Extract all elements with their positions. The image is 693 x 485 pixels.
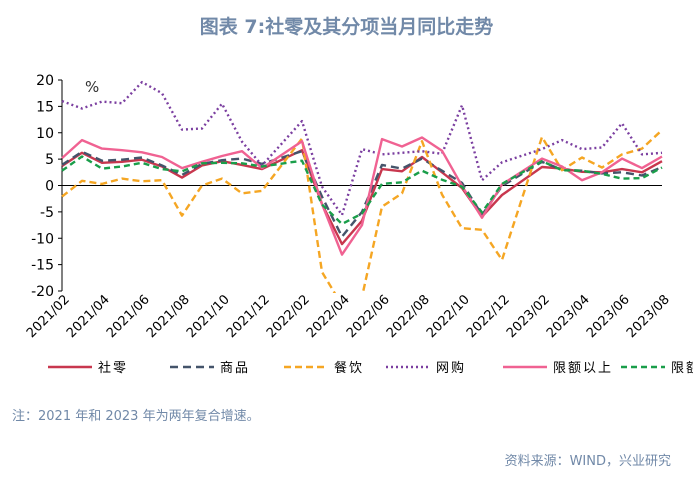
legend-label: 餐饮 [334, 360, 364, 376]
x-tick-label: 2022/12 [464, 292, 513, 341]
y-tick-label: 10 [36, 126, 54, 142]
legend-label: 限额以下 [671, 361, 693, 376]
unit-label: % [85, 78, 99, 96]
x-tick-label: 2021/04 [64, 292, 113, 341]
y-tick-label: -5 [40, 205, 54, 221]
series-lines [61, 80, 663, 293]
legend-label: 网购 [436, 360, 466, 376]
legend-label: 社零 [98, 360, 128, 376]
series-line-餐饮 [61, 129, 663, 293]
x-tick-label: 2022/06 [344, 292, 393, 341]
x-tick-label: 2021/10 [184, 292, 233, 341]
x-tick-label: 2021/06 [104, 292, 153, 341]
series-line-限额以下 [61, 155, 663, 226]
chart-note: 注：2021 年和 2023 年为两年复合增速。 [12, 409, 260, 424]
x-tick-label: 2022/04 [304, 292, 353, 341]
x-tick-label: 2022/08 [384, 292, 433, 341]
legend-label: 商品 [220, 361, 250, 376]
x-tick-label: 2021/12 [224, 292, 273, 341]
y-tick-label: 15 [36, 99, 54, 115]
y-tick-label: 20 [36, 73, 54, 89]
y-tick-label: 0 [45, 179, 54, 195]
y-tick-label: -15 [31, 258, 54, 274]
chart-title: 图表 7:社零及其分项当月同比走势 [199, 16, 494, 38]
y-tick-label: -10 [31, 231, 54, 247]
series-line-网购 [61, 80, 663, 217]
x-tick-label: 2023/06 [584, 292, 633, 341]
x-tick-label: 2023/04 [544, 292, 593, 341]
data-source: 资料来源：WIND，兴业研究 [504, 454, 671, 469]
x-tick-label: 2022/02 [264, 292, 313, 341]
series-line-限额以上 [61, 136, 663, 256]
x-tick-label: 2023/08 [624, 292, 673, 341]
y-tick-label: -20 [31, 284, 54, 300]
x-tick-label: 2022/10 [424, 292, 473, 341]
x-tick-label: 2021/08 [144, 292, 193, 341]
y-tick-label: 5 [45, 152, 54, 168]
legend-label: 限额以上 [553, 361, 613, 376]
x-tick-label: 2023/02 [504, 292, 553, 341]
